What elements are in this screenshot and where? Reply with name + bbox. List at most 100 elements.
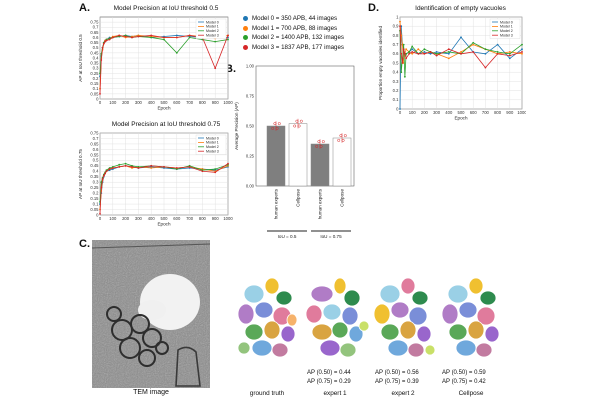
data-point [321,140,325,144]
bar [332,137,352,187]
x-tick-label: 100 [109,216,117,221]
chart-a1-title: Model Precision at IoU threshold 0.5 [113,5,219,12]
data-point [402,48,405,51]
data-point [105,39,108,42]
data-point [417,48,420,51]
data-point [108,38,111,41]
category-label: Cellpose [340,189,345,207]
data-point [277,122,281,126]
chart-d-title: Identification of empty vacuoles [415,5,506,12]
data-point [521,48,523,51]
y-tick-label: 0.25 [90,185,99,190]
panel-letter-d: D. [368,2,379,14]
data-point [402,43,405,46]
y-tick-label: 0 [96,96,99,101]
y-tick-label: 0.8 [393,33,399,38]
x-tick-label: 300 [433,110,441,115]
y-tick-label: 0.5 [93,158,99,163]
x-tick-label: 800 [199,100,207,105]
data-point [403,52,406,55]
data-point [175,167,178,169]
models-legend-item: Model 1 = 700 APB, 88 images [243,24,344,34]
y-tick-label: 0.6 [93,35,99,40]
y-tick-label: 0.65 [90,141,99,146]
y-tick-label: 0.55 [90,152,99,157]
data-point [131,36,133,39]
y-tick-label: 0.6 [393,51,399,56]
models-legend-item: Model 2 = 1400 APB, 132 images [243,33,344,43]
x-axis-label: Epoch [454,116,467,121]
data-point [214,168,217,170]
x-tick-label: 1000 [223,100,233,105]
segmentation-expert-1 [305,277,370,358]
data-point [435,51,438,53]
x-axis-label: Epoch [157,222,170,227]
data-point [271,126,275,130]
panel-letter-c: C. [79,238,90,250]
x-tick-label: 800 [199,216,207,221]
data-point [472,43,475,46]
data-point [429,51,432,53]
x-tick-label: 900 [212,100,220,105]
models-legend-item: Model 0 = 350 APB, 44 images [243,14,344,24]
y-tick-label: 0.75 [246,94,255,99]
x-tick-label: 600 [470,110,478,115]
x-tick-label: 300 [135,100,143,105]
data-point [496,43,499,46]
category-label: human experts [274,188,279,219]
data-point [405,57,407,60]
data-point [118,163,121,166]
data-point [150,167,153,169]
x-tick-label: 400 [148,100,156,105]
legend-label: Model 3 [206,34,219,38]
data-point [411,52,414,55]
y-tick-label: 0.6 [93,147,99,152]
y-tick-label: 0.15 [90,81,99,86]
y-axis-label: Proportion empty vacuoles identified [378,26,383,100]
y-tick-label: 0.7 [93,136,99,141]
x-tick-label: 0 [99,216,102,221]
data-point [118,165,121,168]
y-tick-label: 0 [396,106,399,111]
category-label: human experts [318,188,323,219]
y-tick-label: 0.05 [90,91,99,96]
data-point [508,52,511,55]
data-point [99,92,101,95]
legend-label: Model 1 [500,25,513,29]
legend-marker [243,16,248,22]
data-point [100,186,103,189]
data-point [460,51,462,53]
y-tick-label: 1 [396,14,399,19]
data-point [188,36,191,39]
y-tick-label: 1.00 [246,64,255,69]
data-point [175,51,178,54]
data-point [521,43,523,46]
x-tick-label: 600 [173,100,181,105]
data-point [337,138,341,142]
legend-label: Model 0 [206,136,219,140]
legend-marker [243,44,248,50]
segmentation-expert-2 [373,277,436,358]
data-point [163,38,165,41]
y-tick-label: 0.4 [93,55,99,60]
data-point [102,42,105,45]
data-point [435,52,438,55]
legend-label: Model 2 [206,29,219,33]
data-point [484,52,487,55]
x-tick-label: 200 [122,216,130,221]
y-tick-label: 0.35 [90,174,99,179]
x-tick-label: 0 [99,100,102,105]
x-tick-label: 700 [186,100,194,105]
data-point [423,51,426,53]
y-tick-label: 0.4 [393,70,399,75]
y-tick-label: 0.9 [393,24,399,29]
y-tick-label: 0.25 [90,71,99,76]
x-tick-label: 100 [409,110,417,115]
data-point [124,162,127,165]
data-point [101,46,104,49]
data-point [496,51,499,53]
data-point [227,162,229,165]
group-label: IoU = 0.5 [278,234,297,239]
segmentation-ground-truth [237,277,298,358]
legend-box [195,18,227,39]
